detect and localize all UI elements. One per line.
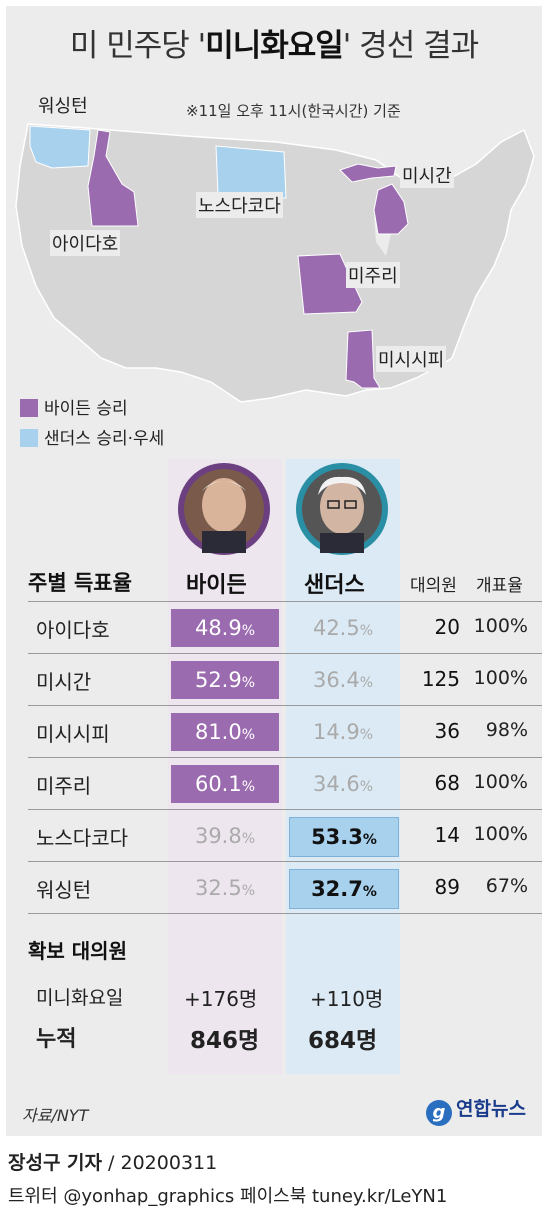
state-mississippi <box>345 329 381 389</box>
row-state: 노스다코다 <box>36 826 128 850</box>
credit: 장성구 기자 / 20200311 <box>8 1152 218 1174</box>
row-counted: 100% <box>473 667 528 689</box>
sanders-share: 53.3% <box>289 817 399 857</box>
state-north-dakota <box>215 145 287 199</box>
row-divider <box>28 861 542 862</box>
row-divider <box>28 809 542 810</box>
row-counted: 98% <box>485 719 528 741</box>
sanders-share: 42.5% <box>312 616 374 640</box>
row-divider <box>28 757 542 758</box>
page-title: 미 민주당 '미니화요일' 경선 결과 <box>69 28 479 64</box>
infographic-frame: 미 민주당 '미니화요일' 경선 결과 ※11일 오후 11시(한국시간) 기준… <box>6 6 542 1136</box>
source: 자료/NYT <box>22 1106 89 1125</box>
row-counted: 100% <box>473 615 528 637</box>
row-delegates: 89 <box>434 875 460 899</box>
row-divider <box>28 653 542 654</box>
header-delegates: 대의원 <box>410 576 457 596</box>
row-delegates: 14 <box>434 823 460 847</box>
header-sanders: 샌더스 <box>304 573 365 598</box>
sanders-share: 14.9% <box>312 720 374 744</box>
header-counted: 개표율 <box>476 576 523 596</box>
sanders-share: 32.7% <box>289 869 399 909</box>
total-sanders: 684명 <box>308 1028 378 1054</box>
row-delegates: 68 <box>434 771 460 795</box>
biden-share: 39.8% <box>194 824 256 848</box>
row-divider <box>28 601 542 602</box>
legend-biden-swatch <box>20 399 38 417</box>
biden-share: 60.1% <box>171 765 279 803</box>
results-table: 주별 득표율 바이든 샌더스 대의원 개표율 아이다호 48.9% 42.5% 20 1… <box>6 451 542 1081</box>
state-idaho <box>87 129 139 227</box>
biden-portrait <box>178 463 270 555</box>
mini-sanders: +110명 <box>310 987 384 1011</box>
row-delegates: 36 <box>434 719 460 743</box>
yonhap-logo-icon: g <box>426 1100 452 1126</box>
header-state: 주별 득표율 <box>28 571 132 595</box>
biden-share: 52.9% <box>171 661 279 699</box>
social-links: 트위터 @yonhap_graphics 페이스북 tuney.kr/LeYN1 <box>8 1186 448 1207</box>
row-delegates: 20 <box>434 615 460 639</box>
row-counted: 100% <box>473 771 528 793</box>
mini-biden: +176명 <box>184 987 258 1011</box>
legend-sanders-swatch <box>20 429 38 447</box>
sanders-portrait <box>296 463 388 555</box>
row-counted: 67% <box>485 875 528 897</box>
row-state: 워싱턴 <box>36 878 92 902</box>
legend-biden: 바이든 승리 <box>20 394 128 419</box>
map-label-missouri: 미주리 <box>346 262 400 288</box>
mini-label: 미니화요일 <box>36 987 124 1009</box>
row-state: 아이다호 <box>36 618 110 642</box>
map-label-idaho: 아이다호 <box>50 230 121 256</box>
row-state: 미시간 <box>36 670 92 694</box>
row-counted: 100% <box>473 823 528 845</box>
state-washington <box>29 125 91 169</box>
map-label-washington: 워싱턴 <box>36 92 90 118</box>
sanders-share: 36.4% <box>312 668 374 692</box>
yonhap-logo: g 연합뉴스 <box>426 1094 526 1126</box>
delegates-title: 확보 대의원 <box>28 939 127 963</box>
header-biden: 바이든 <box>186 573 247 598</box>
row-delegates: 125 <box>421 667 460 691</box>
row-divider <box>28 913 542 914</box>
biden-share: 32.5% <box>194 876 256 900</box>
state-michigan-lower <box>373 183 409 235</box>
biden-share: 48.9% <box>171 609 279 647</box>
map-label-michigan: 미시간 <box>400 162 454 188</box>
biden-share: 81.0% <box>171 713 279 751</box>
row-divider <box>28 705 542 706</box>
map-label-north-dakota: 노스다코다 <box>196 192 283 218</box>
total-biden: 846명 <box>190 1028 260 1054</box>
row-state: 미시시피 <box>36 722 110 746</box>
row-state: 미주리 <box>36 774 92 798</box>
sanders-column-bg <box>286 459 400 1074</box>
state-michigan-upper <box>339 163 397 183</box>
total-label: 누적 <box>36 1027 77 1052</box>
time-note: ※11일 오후 11시(한국시간) 기준 <box>186 102 401 120</box>
map-label-mississippi: 미시시피 <box>376 346 447 372</box>
us-map <box>15 123 535 403</box>
sanders-share: 34.6% <box>312 772 374 796</box>
legend-sanders: 샌더스 승리·우세 <box>20 424 164 449</box>
